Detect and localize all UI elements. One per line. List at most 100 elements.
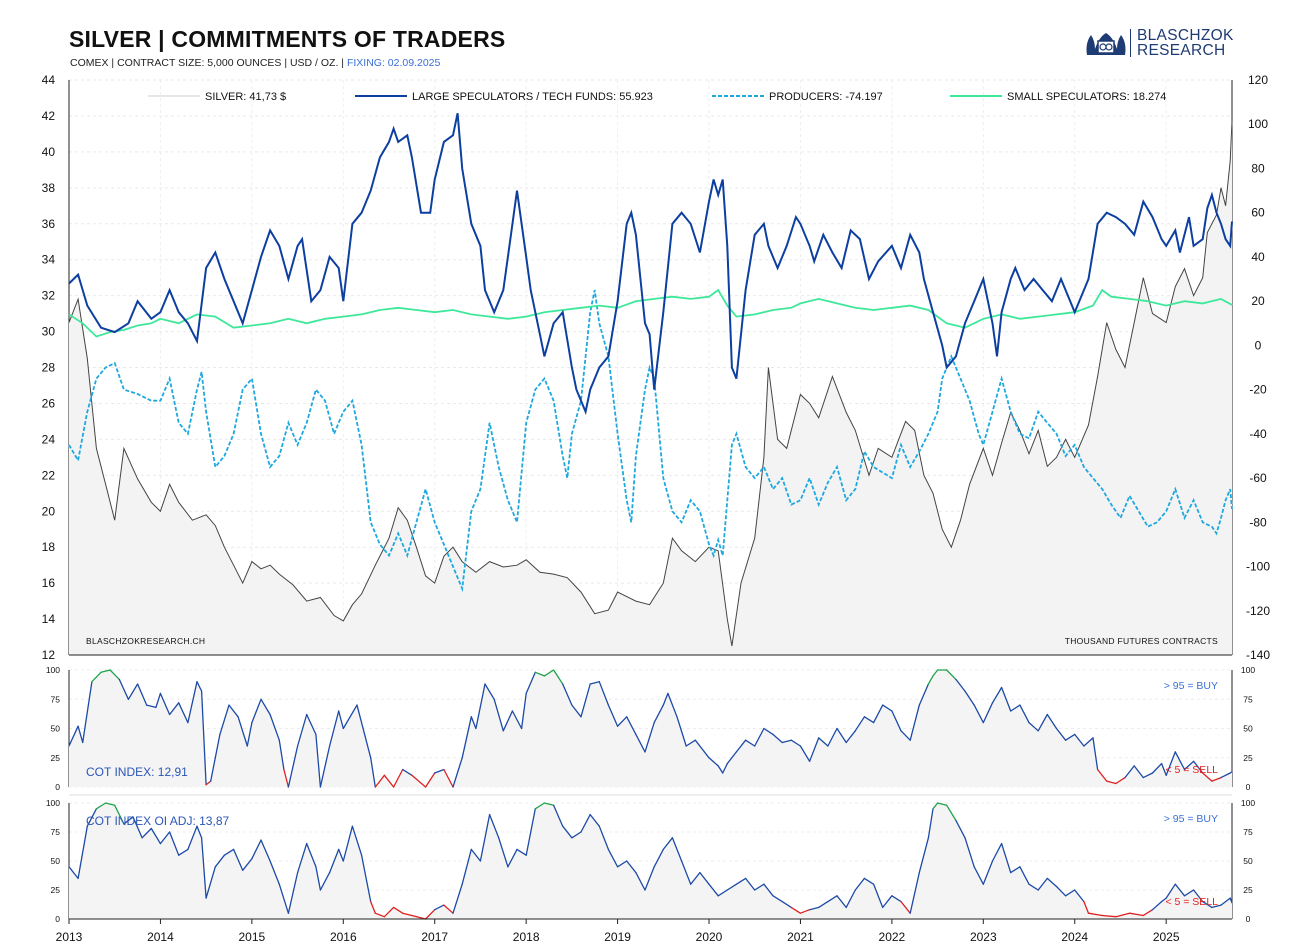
chart-title: SILVER | COMMITMENTS OF TRADERS — [69, 26, 506, 52]
cot-index-oi-adj-segment — [498, 837, 509, 868]
cot-index-segment — [205, 780, 212, 786]
cot-index-oi-adj-segment — [168, 831, 180, 856]
cot-index-oi-adj-segment — [699, 871, 710, 885]
cot-index-segment — [315, 733, 322, 788]
cot-index-segment — [964, 690, 975, 706]
cot-index-oi-adj-segment — [1000, 842, 1012, 874]
cot-index-segment — [1106, 780, 1117, 785]
cot-index-oi-adj-segment — [141, 827, 152, 839]
cot-index-segment — [91, 671, 102, 683]
cot-index-oi-adj-segment — [808, 906, 820, 911]
cot-index-oi-adj-y-left-tick: 25 — [51, 885, 61, 895]
x-axis-tick: 2024 — [1061, 930, 1088, 944]
cot-index-oi-adj-segment — [534, 802, 546, 810]
cot-index-oi-adj-segment — [516, 848, 527, 856]
cot-index-oi-adj-segment — [411, 914, 427, 920]
cot-index-oi-adj-segment — [845, 889, 856, 909]
x-axis-tick: 2017 — [421, 930, 448, 944]
silver-price-area — [69, 121, 1232, 656]
y-right-tick: 0 — [1255, 338, 1262, 352]
cot-index-oi-adj-segment — [402, 912, 413, 917]
cot-index-segment — [626, 716, 637, 736]
y-left-tick: 32 — [42, 289, 56, 303]
cot-index-oi-adj-segment — [351, 825, 363, 856]
cot-index-oi-adj-segment — [328, 848, 340, 874]
producers-line — [68, 289, 1233, 593]
cot-index-oi-adj-segment — [662, 837, 674, 851]
cot-index-oi-adj-segment — [95, 802, 107, 810]
x-axis-tick: 2022 — [879, 930, 906, 944]
y-left-tick: 18 — [42, 540, 56, 554]
cot-index-oi-adj-segment — [251, 839, 262, 860]
cot-index-segment — [827, 727, 838, 747]
cot-index-oi-adj-segment — [955, 819, 966, 839]
cot-index-segment — [598, 681, 610, 706]
y-right-tick: -80 — [1249, 515, 1267, 529]
cot-index-segment — [342, 704, 358, 730]
cot-index-oi-adj-segment — [296, 842, 308, 874]
cot-index-segment — [571, 704, 582, 718]
cot-index-segment — [607, 704, 619, 727]
cot-index-oi-adj-y-right-tick: 50 — [1243, 856, 1253, 866]
cot-index-segment — [1115, 776, 1126, 785]
cot-index-oi-adj-segment — [1115, 912, 1131, 918]
cot-index-oi-adj-buy-label: > 95 = BUY — [1164, 813, 1218, 825]
cot-index-segment — [703, 751, 710, 759]
cot-index-oi-adj-segment — [479, 813, 491, 862]
cot-index-segment — [676, 716, 687, 747]
cot-index-oi-adj-y-right-tick: 25 — [1243, 885, 1253, 895]
cot-index-segment — [991, 686, 1003, 704]
cot-index-segment — [82, 681, 93, 744]
y-right-tick: -120 — [1246, 604, 1270, 618]
cot-index-segment — [443, 768, 454, 788]
cot-index-segment — [1174, 751, 1186, 771]
cot-index-segment — [1151, 762, 1163, 774]
cot-index-segment — [772, 733, 783, 744]
cot-index-segment — [717, 765, 724, 774]
cot-index-segment — [278, 739, 285, 771]
cot-index-oi-adj-segment — [461, 848, 472, 885]
cot-index-segment — [1083, 737, 1094, 747]
cot-index-segment — [1142, 772, 1154, 779]
cot-index-oi-adj-segment — [1151, 900, 1163, 911]
cot-index-oi-adj-segment — [1165, 883, 1176, 899]
cot-index-oi-adj-segment — [383, 906, 395, 918]
cot-index-oi-adj-segment — [1083, 900, 1090, 914]
cot-index-segment — [653, 704, 664, 724]
cot-index-oi-adj-segment — [763, 883, 774, 897]
cot-index-segment — [219, 704, 230, 736]
cot-index-segment — [982, 702, 994, 724]
cot-index-oi-adj-segment — [86, 808, 98, 827]
x-axis-tick: 2013 — [56, 930, 83, 944]
cot-index-segment — [1000, 686, 1012, 712]
cot-index-oi-adj-segment — [507, 848, 518, 868]
cot-index-segment — [306, 713, 317, 736]
cot-index-oi-adj-segment — [708, 883, 719, 897]
y-right-tick: -100 — [1246, 560, 1270, 574]
legend-producers-label: PRODUCERS: -74.197 — [769, 91, 883, 103]
cot-index-oi-adj-segment — [626, 860, 637, 874]
y-right-tick: 60 — [1251, 206, 1265, 220]
y-left-tick: 34 — [42, 253, 56, 267]
cot-index-segment — [891, 710, 902, 732]
cot-index-segment — [1220, 772, 1231, 779]
cot-index-oi-adj-segment — [1160, 897, 1167, 903]
cot-index-segment — [685, 739, 696, 747]
y-left-tick: 36 — [42, 217, 56, 231]
cot-index-oi-adj-segment — [150, 827, 162, 845]
x-axis-tick: 2025 — [1153, 930, 1180, 944]
cot-index-segment — [424, 772, 436, 788]
cot-index-segment — [662, 692, 669, 706]
cot-index-segment — [374, 774, 386, 788]
cot-index-segment — [754, 727, 765, 747]
cot-index-oi-adj-segment — [434, 904, 445, 911]
cot-index-oi-adj-segment — [1183, 889, 1195, 897]
cot-index-oi-adj-segment — [790, 906, 802, 914]
cot-index-segment — [909, 704, 920, 741]
cot-index-segment — [836, 727, 847, 744]
x-axis-tick: 2015 — [239, 930, 266, 944]
logo-divider — [1130, 29, 1131, 57]
cot-index-segment — [589, 681, 600, 685]
cot-index-segment — [100, 669, 111, 673]
cot-index-segment — [763, 727, 774, 736]
